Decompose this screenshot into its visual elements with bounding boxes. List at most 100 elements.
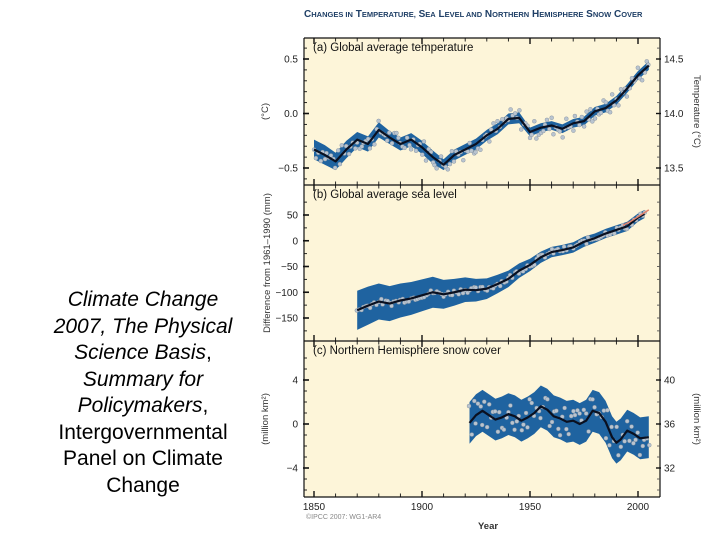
annual-point xyxy=(445,167,450,172)
annual-point xyxy=(614,424,619,430)
title-word-initial: T xyxy=(353,9,362,20)
annual-point xyxy=(557,129,562,134)
panel-b: 50 0 −50 −100 −150 (b) Global average sea lev… xyxy=(262,184,661,341)
annual-point xyxy=(554,408,559,414)
copyright-credit: ©IPCC 2007: WG1-AR4 xyxy=(306,513,381,521)
x-tick-label: 2000 xyxy=(627,502,650,513)
annual-point xyxy=(549,115,554,120)
annual-point xyxy=(635,430,640,435)
annual-point xyxy=(603,100,609,105)
x-tick-label: 1850 xyxy=(303,502,326,513)
annual-point xyxy=(472,398,477,404)
annual-point xyxy=(465,149,470,154)
annual-point xyxy=(394,130,399,136)
annual-point xyxy=(396,135,401,141)
annual-point xyxy=(624,419,630,424)
annual-point xyxy=(564,116,569,121)
annual-point xyxy=(420,152,425,157)
annual-point xyxy=(512,427,517,432)
annual-point xyxy=(359,144,365,149)
annual-point xyxy=(633,437,638,443)
annual-point xyxy=(492,409,498,414)
annual-point xyxy=(590,119,595,124)
annual-point xyxy=(529,132,534,137)
panel-a: 0.5 0.0 −0.5 14.5 14.0 13.5 (a) Global average… xyxy=(260,37,702,185)
annual-point xyxy=(473,150,478,155)
annual-point xyxy=(478,147,483,152)
y-right-axis-title: (million km²) xyxy=(691,393,702,445)
annual-point xyxy=(590,397,595,402)
annual-point xyxy=(367,146,373,151)
annual-point xyxy=(491,121,496,126)
x-tick-label: 1900 xyxy=(411,502,434,513)
annual-point xyxy=(482,399,487,404)
annual-point xyxy=(407,142,412,148)
annual-point xyxy=(607,443,612,448)
caption-line: Policymakers xyxy=(77,394,203,417)
annual-point xyxy=(532,119,537,124)
y-tick-label: 4 xyxy=(292,376,298,387)
annual-point xyxy=(575,408,580,413)
smoothed-series-line xyxy=(356,213,646,312)
y-tick-label: −100 xyxy=(275,288,298,299)
annual-point xyxy=(449,148,455,154)
annual-point xyxy=(529,400,534,406)
annual-point xyxy=(639,78,645,83)
annual-point xyxy=(404,135,410,140)
title-word-initial: S xyxy=(583,9,593,20)
caption-punct: , xyxy=(202,394,209,417)
source-caption: Climate Change 2007, The Physical Scienc… xyxy=(18,287,268,499)
annual-point xyxy=(588,107,593,112)
caption-line: Change xyxy=(106,473,180,497)
y-right-tick-label: 32 xyxy=(664,464,676,475)
annual-point xyxy=(534,136,539,141)
annual-point xyxy=(498,283,503,289)
annual-point xyxy=(343,143,349,149)
annual-point xyxy=(572,113,578,119)
y-right-tick-label: 13.5 xyxy=(664,164,684,175)
annual-point xyxy=(571,128,576,133)
annual-point xyxy=(566,431,571,437)
annual-point xyxy=(339,143,344,148)
y-tick-label: 0.0 xyxy=(284,109,298,120)
annual-point xyxy=(616,453,621,458)
annual-point xyxy=(384,138,390,143)
annual-point xyxy=(519,428,525,433)
annual-point xyxy=(508,403,513,408)
annual-point xyxy=(322,156,328,162)
annual-point xyxy=(527,397,532,402)
annual-point xyxy=(461,158,466,163)
annual-point xyxy=(469,148,474,153)
annual-point xyxy=(379,296,384,302)
annual-point xyxy=(618,444,624,449)
annual-point xyxy=(525,425,530,430)
annual-point xyxy=(560,135,565,140)
caption-line: 2007, The Physical xyxy=(53,314,233,338)
annual-point xyxy=(627,438,632,444)
y-tick-label: −0.5 xyxy=(278,164,298,175)
annual-point xyxy=(601,408,607,413)
y-tick-label: −50 xyxy=(281,262,298,273)
title-word-rest: EVEL xyxy=(445,10,465,19)
y-right-tick-label: 40 xyxy=(664,376,676,387)
annual-point xyxy=(629,424,634,429)
annual-point xyxy=(467,140,472,146)
annual-point xyxy=(647,442,652,448)
title-word-rest: ORTHERN xyxy=(492,10,529,19)
annual-point xyxy=(421,139,427,144)
annual-point xyxy=(549,246,555,252)
annual-point xyxy=(581,407,586,413)
annual-point xyxy=(337,161,343,167)
annual-point xyxy=(635,65,641,70)
uncertainty-band xyxy=(469,385,649,464)
title-word-rest: OVER xyxy=(621,10,643,19)
annual-point xyxy=(557,433,563,438)
annual-point xyxy=(479,422,485,428)
annual-point xyxy=(519,127,524,132)
x-axis-title: Year xyxy=(478,521,498,532)
y-tick-label: 0 xyxy=(292,420,298,431)
annual-point xyxy=(564,426,569,432)
annual-point xyxy=(372,142,377,147)
